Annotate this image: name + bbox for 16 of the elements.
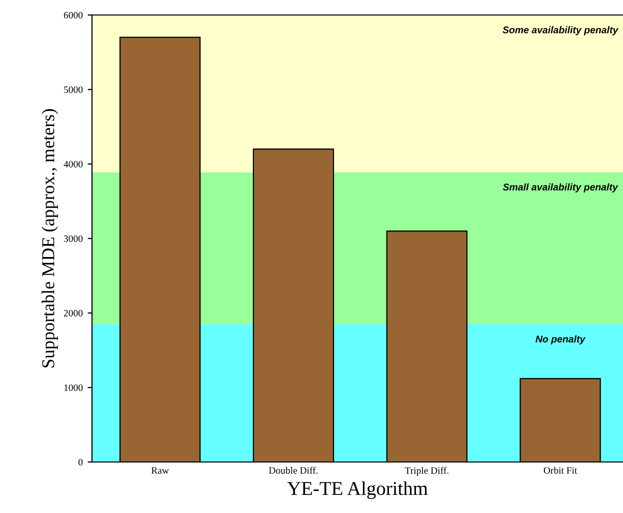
y-tick-label: 5000 (64, 86, 83, 93)
y-tick-label: 3000 (64, 235, 83, 242)
x-tick-label: Triple Diff. (404, 466, 448, 476)
y-axis-title: Supportable MDE (approx., meters) (42, 109, 58, 368)
y-tick-label: 0 (78, 458, 83, 466)
y-tick-label: 6000 (64, 12, 83, 18)
x-axis-title: YE-TE Algorithm (287, 481, 428, 500)
band-label: No penalty (536, 335, 586, 344)
y-tick-label: 2000 (64, 310, 83, 316)
band-label: Small availability penalty (502, 183, 618, 192)
x-tick-label: Double Diff. (268, 466, 318, 474)
y-tick-label: 4000 (64, 160, 83, 168)
x-tick-label: Raw (151, 467, 169, 474)
band-label: Some availability penalty (502, 26, 619, 36)
y-tick-label: 1000 (64, 384, 83, 391)
x-tick-label: Orbit Fit (544, 466, 578, 474)
